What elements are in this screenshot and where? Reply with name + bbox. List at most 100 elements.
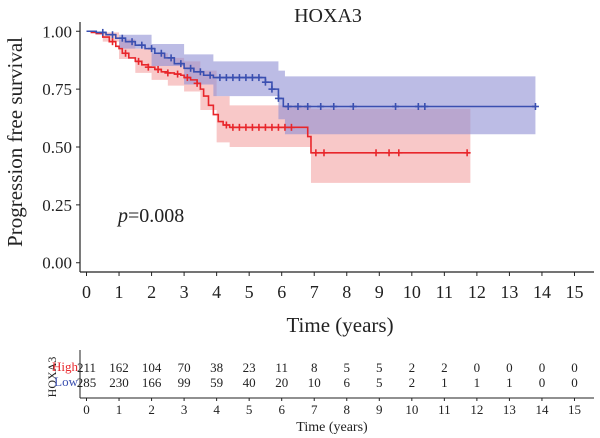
y-tick-label: 0.75 bbox=[42, 80, 72, 99]
x-tick-label: 9 bbox=[375, 282, 384, 302]
censor-mark-low bbox=[531, 102, 539, 110]
x-tick-label: 7 bbox=[310, 282, 319, 302]
censor-mark-low bbox=[248, 74, 256, 82]
censor-mark-high bbox=[268, 123, 276, 131]
censor-mark-low bbox=[157, 49, 165, 57]
at-risk-low: 285 bbox=[77, 375, 97, 390]
at-risk-low: 1 bbox=[441, 375, 448, 390]
x-tick-label: 0 bbox=[82, 282, 91, 302]
at-risk-low: 6 bbox=[344, 375, 351, 390]
at-risk-low: 166 bbox=[142, 375, 162, 390]
censor-mark-high bbox=[385, 149, 393, 157]
censor-mark-high bbox=[312, 149, 320, 157]
censor-mark-high bbox=[144, 63, 152, 71]
at-risk-high: 5 bbox=[344, 360, 351, 375]
x-tick-label: 8 bbox=[342, 282, 351, 302]
censor-mark-low bbox=[235, 74, 243, 82]
survival-line-low bbox=[86, 30, 536, 108]
at-risk-low: 0 bbox=[571, 375, 578, 390]
censor-mark-low bbox=[109, 31, 117, 39]
at-risk-high: 70 bbox=[178, 360, 191, 375]
censor-mark-high bbox=[135, 57, 143, 65]
censor-mark-low bbox=[222, 74, 230, 82]
censor-mark-high bbox=[463, 149, 471, 157]
censor-mark-high bbox=[122, 49, 130, 57]
at-risk-high: 162 bbox=[109, 360, 129, 375]
censor-mark-high bbox=[109, 38, 117, 46]
censor-mark-high bbox=[372, 149, 380, 157]
at-risk-low: 1 bbox=[474, 375, 481, 390]
censor-mark-high bbox=[193, 79, 201, 87]
x-tick-label: 3 bbox=[180, 282, 189, 302]
risk-x-tick-label: 2 bbox=[148, 402, 155, 417]
censor-mark-high bbox=[229, 123, 237, 131]
censor-mark-low bbox=[167, 54, 175, 62]
y-tick-label: 0.25 bbox=[42, 196, 72, 215]
at-risk-low: 99 bbox=[178, 375, 191, 390]
at-risk-high: 0 bbox=[474, 360, 481, 375]
censor-mark-low bbox=[118, 34, 126, 42]
risk-x-tick-label: 4 bbox=[213, 402, 220, 417]
at-risk-high: 0 bbox=[539, 360, 546, 375]
x-tick-label: 10 bbox=[403, 282, 421, 302]
censor-mark-high bbox=[222, 121, 230, 129]
censor-mark-high bbox=[248, 123, 256, 131]
censor-mark-low bbox=[421, 102, 429, 110]
at-risk-low: 59 bbox=[210, 375, 223, 390]
at-risk-high: 2 bbox=[441, 360, 448, 375]
at-risk-low: 1 bbox=[506, 375, 513, 390]
censor-mark-low bbox=[294, 102, 302, 110]
at-risk-high: 38 bbox=[210, 360, 223, 375]
risk-x-tick-label: 11 bbox=[438, 402, 451, 417]
y-axis-label: Progression free survival bbox=[3, 37, 27, 247]
risk-x-tick-label: 10 bbox=[405, 402, 418, 417]
x-tick-label: 14 bbox=[533, 282, 551, 302]
censor-mark-low bbox=[196, 68, 204, 76]
at-risk-high: 5 bbox=[376, 360, 383, 375]
censor-mark-high bbox=[395, 149, 403, 157]
risk-x-tick-label: 0 bbox=[83, 402, 90, 417]
risk-table-ylabel: HOXA3 bbox=[45, 357, 59, 398]
censor-mark-low bbox=[187, 64, 195, 72]
x-tick-label: 1 bbox=[115, 282, 124, 302]
at-risk-high: 8 bbox=[311, 360, 318, 375]
risk-label-low: Low bbox=[54, 374, 78, 389]
censor-mark-low bbox=[268, 85, 276, 93]
p-value-rest: =0.008 bbox=[128, 205, 184, 227]
x-tick-label: 15 bbox=[565, 282, 583, 302]
risk-table-xlabel: Time (years) bbox=[296, 420, 368, 435]
x-tick-label: 5 bbox=[245, 282, 254, 302]
censor-mark-low bbox=[148, 45, 156, 53]
censor-mark-low bbox=[128, 38, 136, 46]
chart-title: HOXA3 bbox=[294, 5, 362, 27]
x-tick-label: 12 bbox=[468, 282, 486, 302]
x-axis-label: Time (years) bbox=[286, 313, 393, 337]
censor-mark-low bbox=[242, 74, 250, 82]
censor-mark-high bbox=[320, 149, 328, 157]
censor-mark-low bbox=[330, 102, 338, 110]
censor-mark-low bbox=[261, 78, 269, 86]
risk-x-ticks: 0 1 2 3 4 5 6 7 8 9 10 11 12 13 14 15 bbox=[83, 398, 581, 417]
censor-mark-high bbox=[183, 74, 191, 82]
censor-mark-low bbox=[229, 74, 237, 82]
censor-mark-low bbox=[304, 102, 312, 110]
x-tick-label: 11 bbox=[436, 282, 453, 302]
x-ticks: 0 1 2 3 4 5 6 7 8 9 10 11 12 13 14 15 bbox=[82, 272, 583, 302]
censor-mark-low bbox=[274, 94, 282, 102]
censor-mark-low bbox=[138, 41, 146, 49]
at-risk-low: 2 bbox=[409, 375, 416, 390]
x-tick-label: 13 bbox=[500, 282, 518, 302]
censor-mark-low bbox=[99, 28, 107, 36]
risk-x-tick-label: 15 bbox=[568, 402, 581, 417]
p-value-italic: p bbox=[116, 205, 128, 227]
at-risk-high: 0 bbox=[571, 360, 578, 375]
risk-x-tick-label: 3 bbox=[181, 402, 188, 417]
at-risk-high: 0 bbox=[506, 360, 513, 375]
censor-mark-low bbox=[255, 74, 263, 82]
y-tick-label: 0.50 bbox=[42, 138, 72, 157]
x-tick-label: 2 bbox=[147, 282, 156, 302]
at-risk-high: 2 bbox=[409, 360, 416, 375]
risk-x-tick-label: 7 bbox=[311, 402, 318, 417]
risk-x-tick-label: 12 bbox=[470, 402, 483, 417]
